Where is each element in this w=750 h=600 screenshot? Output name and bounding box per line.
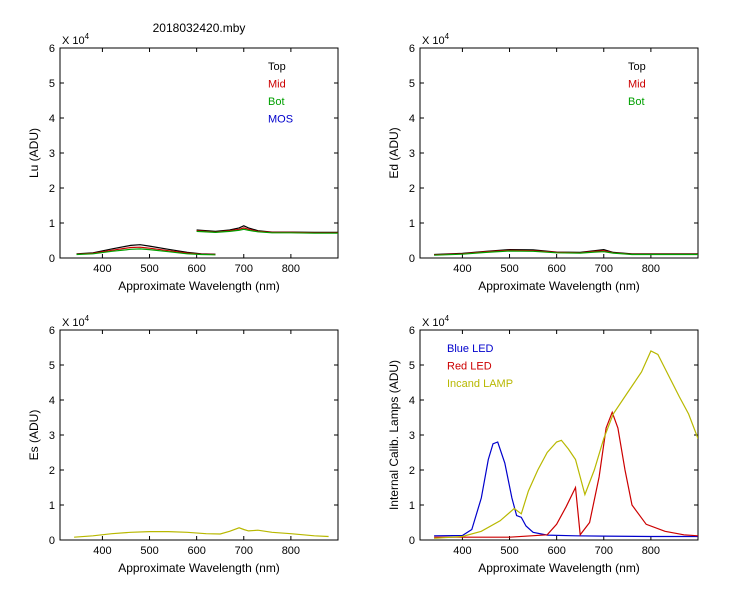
y-multiplier: X 104 [422,314,450,329]
y-tick-label: 2 [409,465,415,477]
y-tick-label: 3 [409,430,415,442]
y-tick-label: 6 [409,325,415,337]
x-tick-label: 700 [595,545,613,557]
x-tick-label: 400 [93,263,111,275]
y-tick-label: 5 [409,360,415,372]
y-tick-label: 3 [409,148,415,160]
series-line-red-led [434,410,698,538]
y-tick-label: 0 [49,253,55,265]
x-tick-label: 800 [282,545,300,557]
x-tick-label: 500 [500,263,518,275]
x-tick-label: 500 [140,545,158,557]
y-tick-label: 3 [49,430,55,442]
y-tick-label: 0 [49,535,55,547]
y-tick-label: 4 [49,113,55,125]
x-tick-label: 700 [595,263,613,275]
y-multiplier-exponent: 4 [85,314,90,323]
y-tick-label: 1 [409,500,415,512]
y-tick-label: 6 [49,325,55,337]
y-tick-label: 5 [409,78,415,90]
x-axis-label: Approximate Wavelength (nm) [478,561,640,575]
x-tick-label: 800 [282,263,300,275]
legend-entry-mid: Mid [268,79,286,91]
y-tick-label: 6 [409,43,415,55]
y-multiplier-base: X 10 [62,317,85,329]
y-tick-label: 3 [49,148,55,160]
legend-entry-top: Top [628,61,646,73]
y-tick-label: 2 [49,183,55,195]
y-tick-label: 4 [409,113,415,125]
y-multiplier-exponent: 4 [445,314,450,323]
legend-entry-top: Top [268,61,286,73]
x-tick-label: 400 [453,263,471,275]
y-multiplier: X 104 [422,32,450,47]
legend-entry-bot: Bot [628,96,645,108]
x-tick-label: 400 [93,545,111,557]
legend-entry-bot: Bot [268,96,285,108]
plot-frame [59,47,339,259]
y-tick-label: 2 [49,465,55,477]
x-tick-label: 500 [140,263,158,275]
y-tick-label: 5 [49,360,55,372]
x-axis-label: Approximate Wavelength (nm) [118,279,280,293]
series-line-bot [76,248,216,256]
y-multiplier: X 104 [62,314,90,329]
series-line-bot [196,228,338,234]
series-group [74,527,329,538]
y-tick-label: 1 [49,500,55,512]
series-line-blue-led [434,441,698,538]
y-multiplier-base: X 10 [422,317,445,329]
y-tick-label: 6 [49,43,55,55]
y-axis-label: Internal Calib. Lamps (ADU) [387,360,401,510]
y-tick-label: 1 [49,218,55,230]
x-tick-label: 700 [235,263,253,275]
y-multiplier: X 104 [62,32,90,47]
x-axis-label: Approximate Wavelength (nm) [478,279,640,293]
y-axis-label: Ed (ADU) [387,127,401,178]
legend-entry-mid: Mid [628,79,646,91]
y-multiplier-exponent: 4 [85,32,90,41]
legend-entry-incand-lamp: Incand LAMP [447,378,513,390]
y-tick-label: 2 [409,183,415,195]
x-tick-label: 400 [453,545,471,557]
x-tick-label: 600 [187,545,205,557]
figure-title: 2018032420.mby [153,21,246,35]
series-group [434,350,698,539]
y-axis-label: Es (ADU) [27,410,41,461]
plot-frame [59,329,339,541]
x-tick-label: 600 [547,263,565,275]
x-axis-label: Approximate Wavelength (nm) [118,561,280,575]
y-multiplier-exponent: 4 [445,32,450,41]
x-tick-label: 600 [547,545,565,557]
series-line-series [74,527,329,538]
y-tick-label: 0 [409,535,415,547]
y-tick-label: 4 [49,395,55,407]
y-axis-label: Lu (ADU) [27,128,41,178]
series-group [434,248,698,256]
x-tick-label: 800 [642,545,660,557]
x-tick-label: 800 [642,263,660,275]
y-tick-label: 1 [409,218,415,230]
x-tick-label: 600 [187,263,205,275]
legend-entry-blue-led: Blue LED [447,343,494,355]
y-tick-label: 5 [49,78,55,90]
legend-entry-mos: MOS [268,114,293,126]
y-tick-label: 0 [409,253,415,265]
x-tick-label: 500 [500,545,518,557]
y-multiplier-base: X 10 [422,35,445,47]
plot-frame [419,47,699,259]
y-multiplier-base: X 10 [62,35,85,47]
series-group [76,225,338,256]
x-tick-label: 700 [235,545,253,557]
series-line-bot [434,250,698,256]
y-tick-label: 4 [409,395,415,407]
series-line-incand-lamp [434,350,698,539]
legend-entry-red-led: Red LED [447,361,492,373]
